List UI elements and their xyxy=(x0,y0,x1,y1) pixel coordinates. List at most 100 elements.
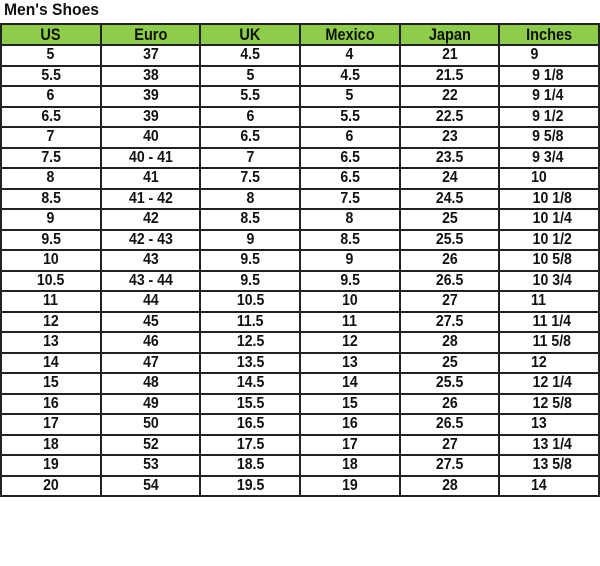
cell-value: 25 xyxy=(441,210,458,228)
cell-inches: 10 1/8 xyxy=(498,187,600,210)
cell-value: 5.5 xyxy=(240,87,260,105)
cell-mexico: 4 xyxy=(298,44,401,67)
cell-japan: 26.5 xyxy=(398,269,501,292)
cell-mexico: 9 xyxy=(298,249,401,272)
cell-value: 19.5 xyxy=(236,476,264,494)
column-header-label: US xyxy=(40,25,61,44)
cell-value: 19 xyxy=(341,476,358,494)
cell-japan: 25.5 xyxy=(398,372,501,395)
cell-value: 6 xyxy=(246,107,255,125)
cell-euro: 48 xyxy=(99,372,202,395)
cell-us: 6 xyxy=(0,85,102,108)
cell-uk: 10.5 xyxy=(199,290,301,313)
cell-japan: 21.5 xyxy=(398,64,501,87)
cell-inches: 13 1/4 xyxy=(498,433,600,456)
column-header-us: US xyxy=(0,23,102,46)
cell-value: 12.5 xyxy=(236,333,264,351)
cell-us: 8.5 xyxy=(0,187,102,210)
cell-us: 20 xyxy=(0,474,102,497)
cell-value: 9.5 xyxy=(240,271,260,289)
cell-value: 9 1/2 xyxy=(532,107,564,125)
cell-us: 19 xyxy=(0,454,102,477)
cell-value: 7.5 xyxy=(41,148,61,166)
cell-euro: 43 - 44 xyxy=(99,269,202,292)
table-row: 5 37 4.5 4 21 9 xyxy=(0,44,600,67)
cell-value: 41 - 42 xyxy=(128,189,173,207)
cell-inches: 9 3/4 xyxy=(498,146,600,169)
cell-us: 6.5 xyxy=(0,105,102,128)
cell-japan: 27 xyxy=(398,290,501,313)
column-header-label: Inches xyxy=(526,25,573,44)
cell-value: 6.5 xyxy=(340,148,360,166)
cell-value: 43 xyxy=(142,251,159,269)
cell-value: 9 5/8 xyxy=(532,128,564,146)
cell-value: 9 3/4 xyxy=(532,148,564,166)
cell-mexico: 17 xyxy=(298,433,401,456)
table-row: 8 41 7.5 6.5 24 10 xyxy=(0,167,600,190)
cell-japan: 27.5 xyxy=(398,310,501,333)
cell-value: 5 xyxy=(246,66,255,84)
cell-value: 10 3/4 xyxy=(532,271,573,289)
cell-uk: 8.5 xyxy=(199,208,301,231)
cell-value: 17 xyxy=(42,415,59,433)
cell-value: 47 xyxy=(142,353,159,371)
cell-us: 14 xyxy=(0,351,102,374)
cell-euro: 40 xyxy=(99,126,202,149)
cell-uk: 16.5 xyxy=(199,413,301,436)
cell-japan: 28 xyxy=(398,474,501,497)
cell-value: 10 5/8 xyxy=(532,251,573,269)
cell-value: 18 xyxy=(341,456,358,474)
cell-us: 11 xyxy=(0,290,102,313)
cell-value: 6.5 xyxy=(340,169,360,187)
cell-uk: 7.5 xyxy=(199,167,301,190)
cell-value: 24.5 xyxy=(435,189,464,207)
cell-value: 7.5 xyxy=(340,189,360,207)
cell-euro: 53 xyxy=(99,454,202,477)
cell-value: 28 xyxy=(441,333,458,351)
cell-value: 54 xyxy=(142,476,159,494)
table-row: 20 54 19.5 19 28 14 xyxy=(0,474,600,497)
table-row: 14 47 13.5 13 25 12 xyxy=(0,351,600,374)
cell-value: 38 xyxy=(142,66,159,84)
cell-value: 27.5 xyxy=(435,456,464,474)
cell-value: 13 xyxy=(42,333,59,351)
cell-value: 26.5 xyxy=(435,415,464,433)
cell-value: 52 xyxy=(142,435,159,453)
table-row: 13 46 12.5 12 28 11 5/8 xyxy=(0,331,600,354)
cell-value: 14 xyxy=(531,476,548,494)
cell-value: 9 xyxy=(530,46,539,64)
cell-value: 18.5 xyxy=(236,456,264,474)
cell-euro: 52 xyxy=(99,433,202,456)
cell-us: 12 xyxy=(0,310,102,333)
cell-japan: 25 xyxy=(398,208,501,231)
cell-value: 21 xyxy=(441,46,458,64)
cell-mexico: 15 xyxy=(298,392,401,415)
cell-us: 9 xyxy=(0,208,102,231)
cell-value: 8.5 xyxy=(340,230,360,248)
cell-uk: 11.5 xyxy=(199,310,301,333)
cell-mexico: 9.5 xyxy=(298,269,401,292)
cell-uk: 9.5 xyxy=(199,249,301,272)
cell-value: 10.5 xyxy=(236,292,264,310)
cell-us: 17 xyxy=(0,413,102,436)
cell-value: 6.5 xyxy=(41,107,61,125)
table-row: 15 48 14.5 14 25.5 12 1/4 xyxy=(0,372,600,395)
cell-value: 8.5 xyxy=(240,210,260,228)
cell-value: 9.5 xyxy=(240,251,260,269)
cell-value: 48 xyxy=(142,374,159,392)
cell-value: 9.5 xyxy=(340,271,360,289)
cell-inches: 12 5/8 xyxy=(498,392,600,415)
cell-value: 23.5 xyxy=(435,148,464,166)
cell-value: 11 1/4 xyxy=(532,312,572,330)
cell-uk: 12.5 xyxy=(199,331,301,354)
cell-value: 7 xyxy=(46,128,55,146)
cell-us: 10 xyxy=(0,249,102,272)
cell-inches: 10 1/4 xyxy=(498,208,600,231)
cell-japan: 25 xyxy=(398,351,501,374)
cell-euro: 37 xyxy=(99,44,202,67)
cell-value: 41 xyxy=(142,169,159,187)
cell-uk: 4.5 xyxy=(199,44,301,67)
cell-uk: 5 xyxy=(199,64,301,87)
cell-value: 9 xyxy=(246,230,255,248)
cell-value: 39 xyxy=(142,87,159,105)
